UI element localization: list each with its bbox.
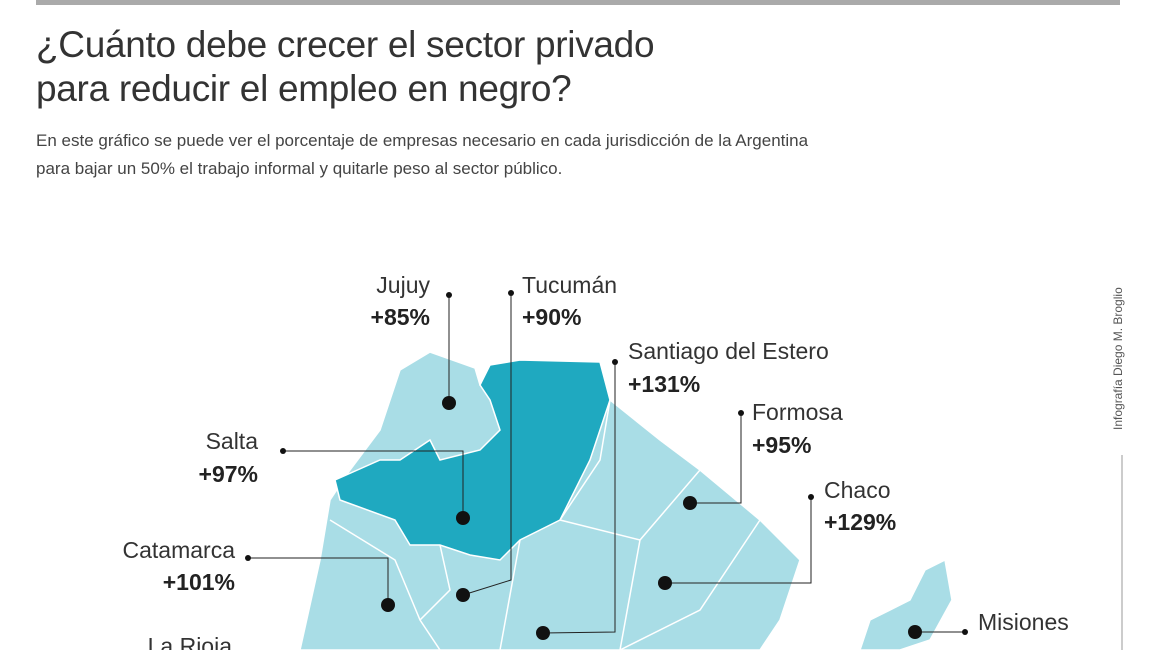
region-name: La Rioja xyxy=(148,633,233,650)
leader-line xyxy=(690,413,742,504)
leader-start xyxy=(280,448,286,454)
region-name: Formosa xyxy=(752,399,843,425)
title: para reducir el empleo en negro? xyxy=(36,68,572,109)
subtitle: En este gráfico se puede ver el porcenta… xyxy=(36,131,809,150)
leader-line xyxy=(542,362,616,634)
region-shape xyxy=(334,359,611,561)
title: ¿Cuánto debe crecer el sector privado xyxy=(36,24,655,65)
leader-start xyxy=(738,410,744,416)
leader-start xyxy=(612,359,618,365)
leader-start xyxy=(808,494,814,500)
leader-line xyxy=(665,497,812,584)
region-name: Catamarca xyxy=(123,537,236,563)
subtitle: para bajar un 50% el trabajo informal y … xyxy=(36,159,563,178)
region-value: +129% xyxy=(824,509,896,535)
top-bar xyxy=(36,0,1120,5)
region-name: Tucumán xyxy=(522,272,617,298)
region-shape xyxy=(859,558,953,650)
leader-line xyxy=(283,450,464,518)
region-name: Misiones xyxy=(978,609,1069,635)
leader-start xyxy=(508,290,514,296)
region-value: +101% xyxy=(163,569,235,595)
region-name: Jujuy xyxy=(376,272,430,298)
region-dot xyxy=(456,511,470,525)
region-name: Salta xyxy=(206,428,259,454)
border xyxy=(329,399,761,650)
region-name: Chaco xyxy=(824,477,890,503)
region-name: Santiago del Estero xyxy=(628,338,829,364)
leader-start xyxy=(962,629,968,635)
region-dot xyxy=(536,626,550,640)
region-value: +85% xyxy=(371,304,430,330)
leader-start xyxy=(446,292,452,298)
region-value: +131% xyxy=(628,371,700,397)
credit: Infografía Diego M. Broglio xyxy=(1111,287,1125,430)
region-value: +97% xyxy=(199,461,258,487)
region-dot xyxy=(683,496,697,510)
region-dot xyxy=(658,576,672,590)
region-value: +95% xyxy=(752,432,811,458)
leader-start xyxy=(245,555,251,561)
provinces xyxy=(299,351,953,650)
leader-line xyxy=(462,293,512,596)
region-dot xyxy=(381,598,395,612)
region-value: +90% xyxy=(522,304,581,330)
region-dot xyxy=(456,588,470,602)
leader-line xyxy=(248,557,389,605)
region-dot xyxy=(908,625,922,639)
region-dot xyxy=(442,396,456,410)
